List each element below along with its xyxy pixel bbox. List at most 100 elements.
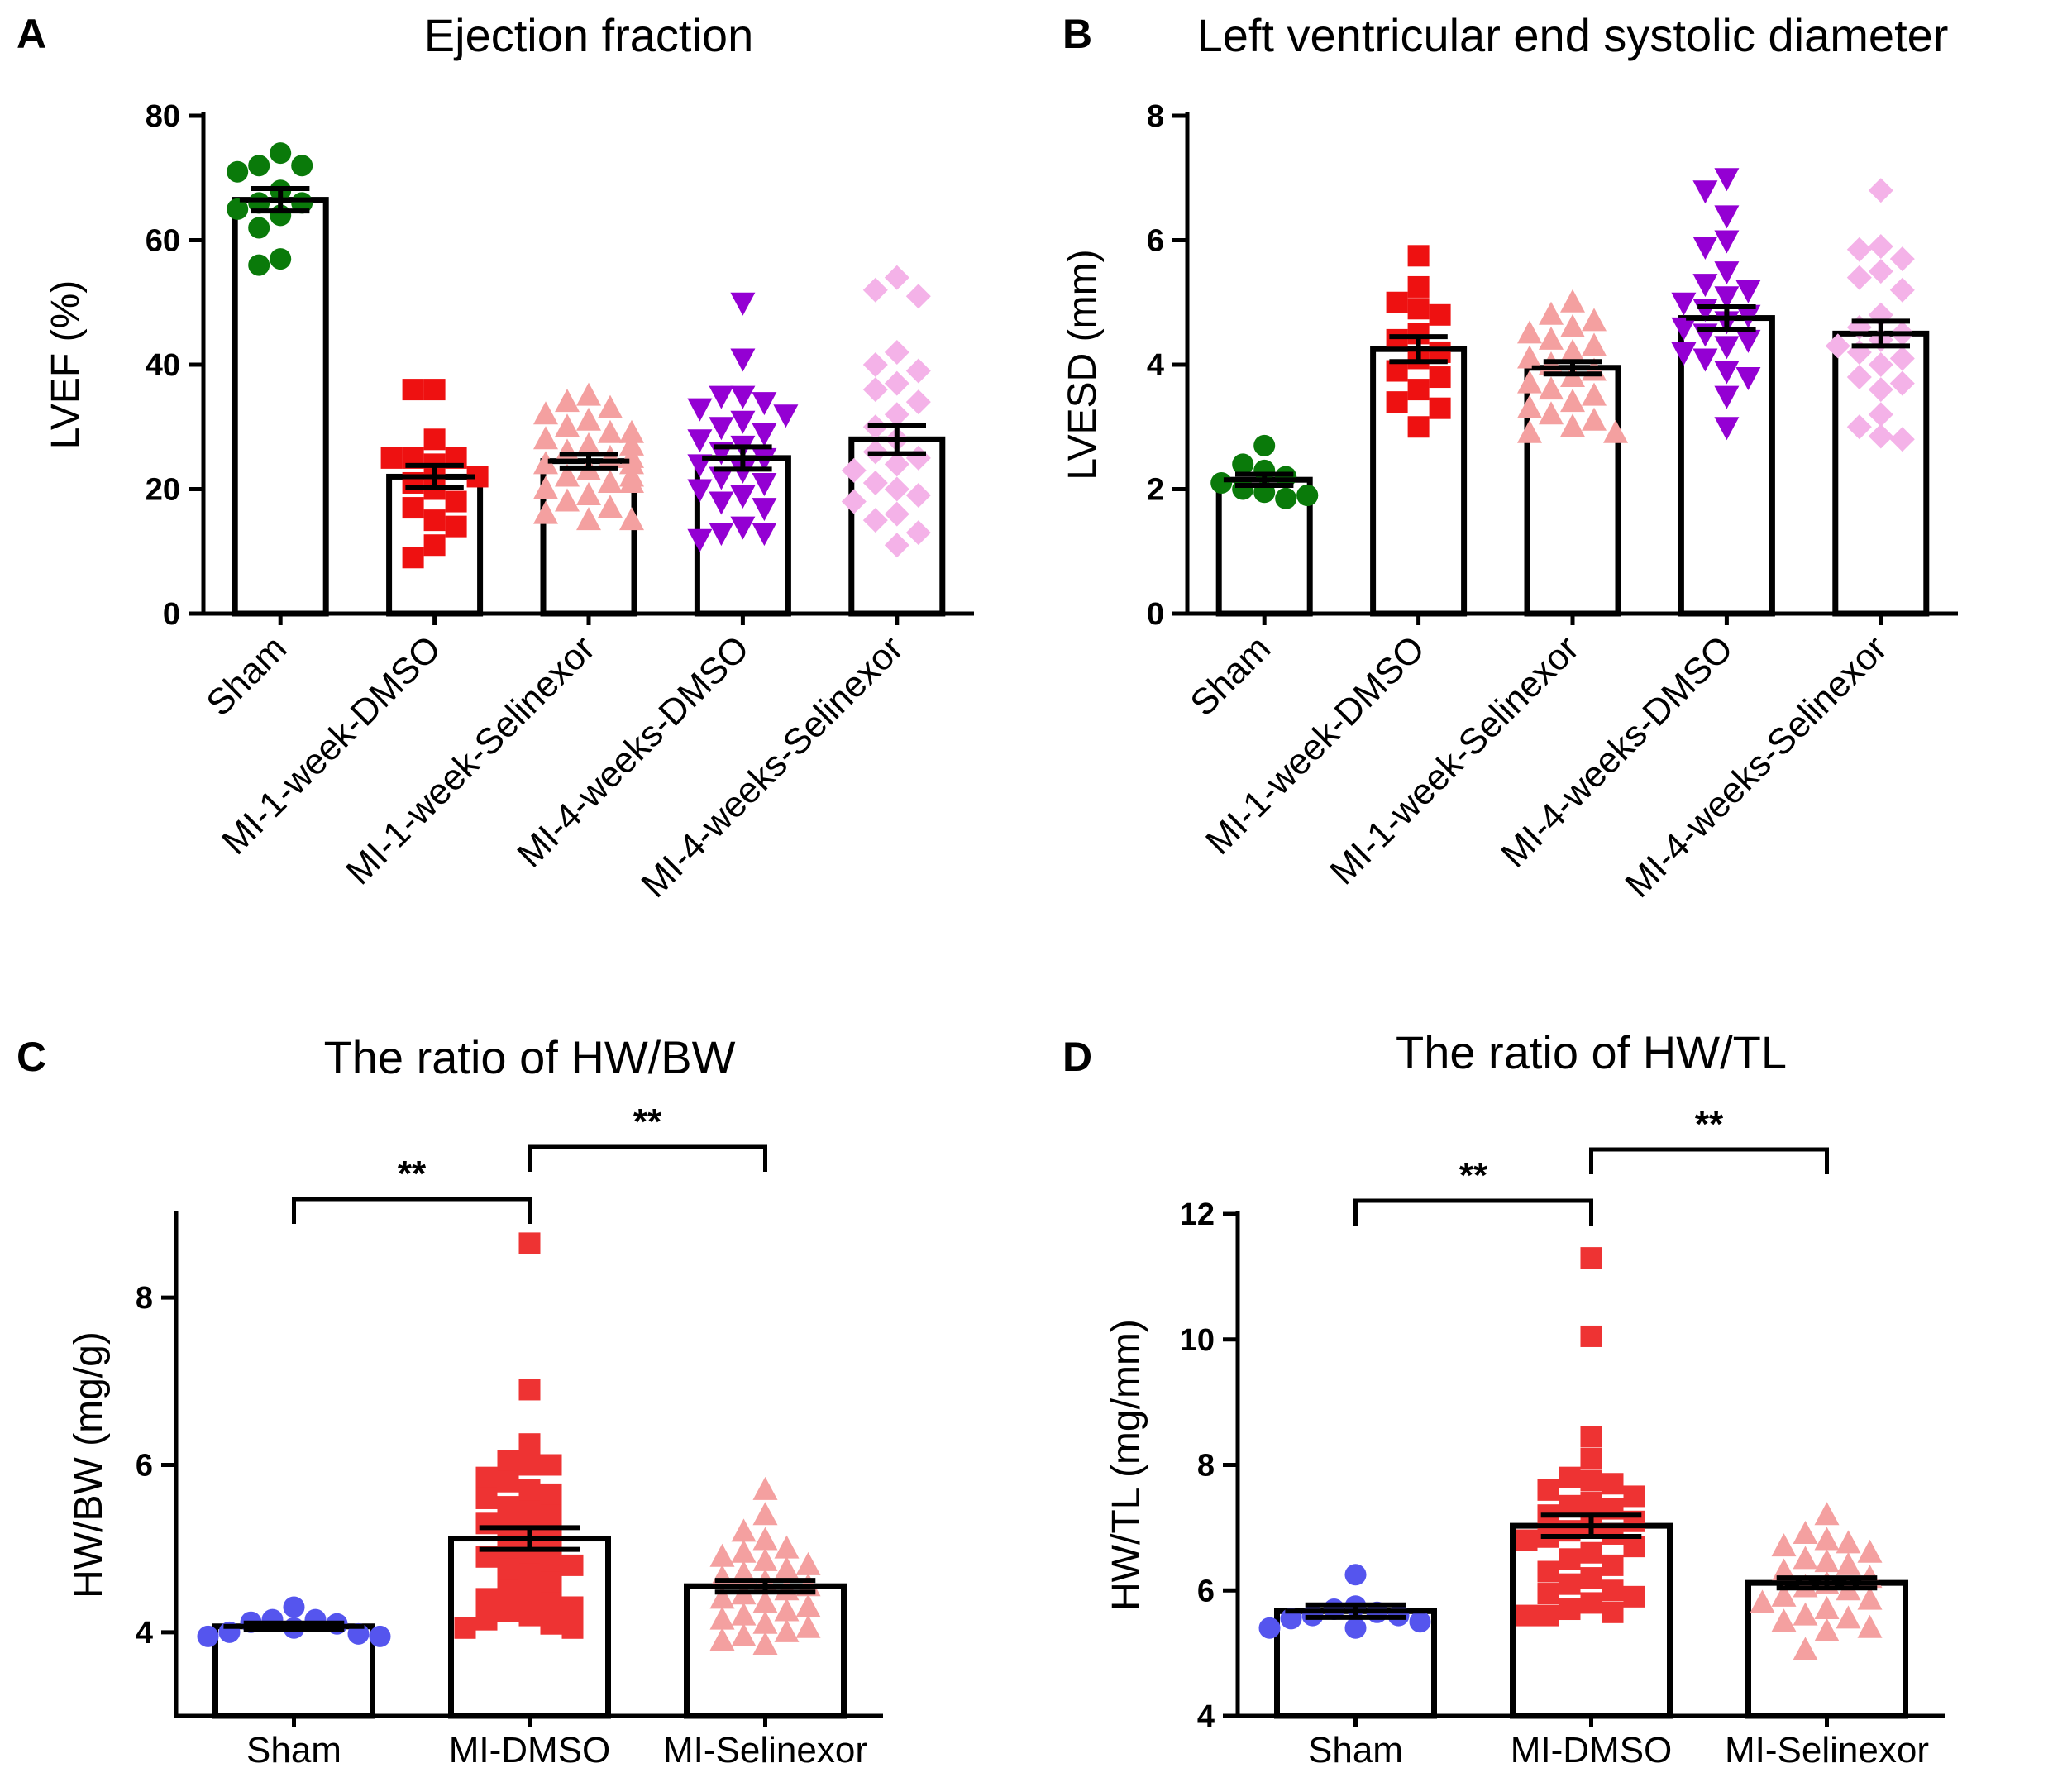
- data-point: [862, 277, 888, 303]
- data-point: [795, 1594, 821, 1617]
- data-point: [619, 507, 644, 531]
- data-point: [1386, 391, 1408, 413]
- data-point: [1846, 414, 1872, 440]
- significance-label: **: [1695, 1104, 1724, 1144]
- data-point: [576, 382, 601, 406]
- data-point: [884, 370, 909, 396]
- panel-d: D The ratio of HW/TL HW/TL (mg/mm) 4 6 8 10 12 S…: [1062, 1026, 1945, 1768]
- significance-bracket: **: [292, 1154, 532, 1224]
- data-point: [1344, 1564, 1367, 1586]
- data-point: [540, 1592, 562, 1614]
- y-axis-label: LVEF (%): [44, 280, 88, 449]
- y-tick-label: 8: [1197, 1449, 1215, 1484]
- data-point: [730, 410, 756, 434]
- points-mi-4-weeks-selinexor: [841, 265, 931, 558]
- data-point: [1539, 301, 1564, 325]
- data-point: [555, 413, 580, 437]
- significance-bracket: **: [528, 1101, 767, 1172]
- data-point: [598, 495, 623, 518]
- data-point: [1868, 402, 1893, 428]
- data-point: [1623, 1485, 1645, 1508]
- data-point: [774, 1598, 800, 1622]
- data-point: [795, 1614, 821, 1638]
- y-tick-label: 40: [146, 348, 180, 383]
- data-point: [423, 379, 446, 401]
- data-point: [1889, 246, 1915, 272]
- data-point: [1714, 385, 1740, 409]
- data-point: [752, 498, 777, 522]
- data-point: [518, 1563, 541, 1585]
- data-point: [752, 1476, 778, 1500]
- y-tick-label: 4: [1147, 348, 1164, 383]
- data-point: [1889, 370, 1915, 396]
- significance-label: **: [633, 1101, 662, 1142]
- y-tick-label: 0: [163, 597, 180, 632]
- data-point: [248, 155, 270, 177]
- data-point: [731, 1602, 757, 1626]
- data-point: [1735, 367, 1761, 391]
- data-point: [1714, 286, 1740, 310]
- data-point: [619, 419, 644, 443]
- data-point: [540, 1504, 562, 1527]
- data-point: [1516, 1529, 1538, 1551]
- data-point: [730, 485, 756, 509]
- data-point: [423, 534, 446, 557]
- chart-title: Ejection fraction: [424, 9, 753, 61]
- data-point: [1814, 1549, 1840, 1573]
- data-point: [402, 547, 424, 569]
- data-point: [1692, 274, 1718, 298]
- error-bar: [1377, 334, 1459, 365]
- y-tick-label: 4: [1197, 1699, 1215, 1734]
- data-point: [841, 489, 867, 514]
- data-point: [1623, 1585, 1645, 1608]
- data-point: [1793, 1546, 1818, 1570]
- y-tick-label: 12: [1180, 1197, 1215, 1232]
- data-point: [1602, 1601, 1624, 1623]
- data-point: [752, 472, 777, 496]
- data-point: [730, 516, 756, 540]
- data-point: [1857, 1586, 1883, 1610]
- data-point: [518, 1604, 541, 1627]
- data-point: [1846, 237, 1872, 262]
- data-point: [533, 401, 558, 425]
- data-point: [1868, 178, 1893, 203]
- data-point: [1889, 277, 1915, 303]
- data-point: [1814, 1617, 1840, 1641]
- data-point: [774, 1535, 800, 1559]
- data-point: [752, 1527, 778, 1551]
- data-point: [1714, 168, 1740, 192]
- error-bar: [702, 444, 784, 472]
- data-point: [884, 339, 909, 365]
- data-point: [1836, 1551, 1861, 1575]
- data-point: [1692, 237, 1718, 260]
- data-point: [380, 447, 403, 469]
- x-tick-label: MI-DMSO: [449, 1730, 611, 1768]
- data-point: [752, 1547, 778, 1571]
- data-point: [1429, 366, 1451, 389]
- data-point: [291, 155, 313, 177]
- data-point: [1836, 1530, 1861, 1554]
- data-point: [774, 1555, 800, 1579]
- data-point: [752, 1589, 778, 1613]
- data-point: [283, 1596, 305, 1618]
- data-point: [1407, 379, 1430, 401]
- data-point: [1559, 1466, 1581, 1488]
- error-bar: [1531, 359, 1614, 377]
- data-point: [905, 284, 931, 309]
- data-point: [1296, 485, 1319, 507]
- data-point: [1603, 419, 1628, 443]
- data-point: [518, 1433, 541, 1455]
- data-point: [687, 528, 713, 552]
- significance-label: **: [1459, 1155, 1488, 1196]
- chart-title: The ratio of HW/TL: [1396, 1026, 1787, 1078]
- data-point: [1602, 1473, 1624, 1495]
- x-tick-label: MI-DMSO: [1511, 1730, 1673, 1768]
- data-point: [555, 389, 580, 413]
- data-point: [270, 142, 292, 165]
- data-point: [730, 348, 756, 372]
- data-point: [576, 432, 601, 456]
- data-point: [533, 500, 558, 524]
- data-point: [227, 198, 249, 220]
- data-point: [497, 1579, 519, 1602]
